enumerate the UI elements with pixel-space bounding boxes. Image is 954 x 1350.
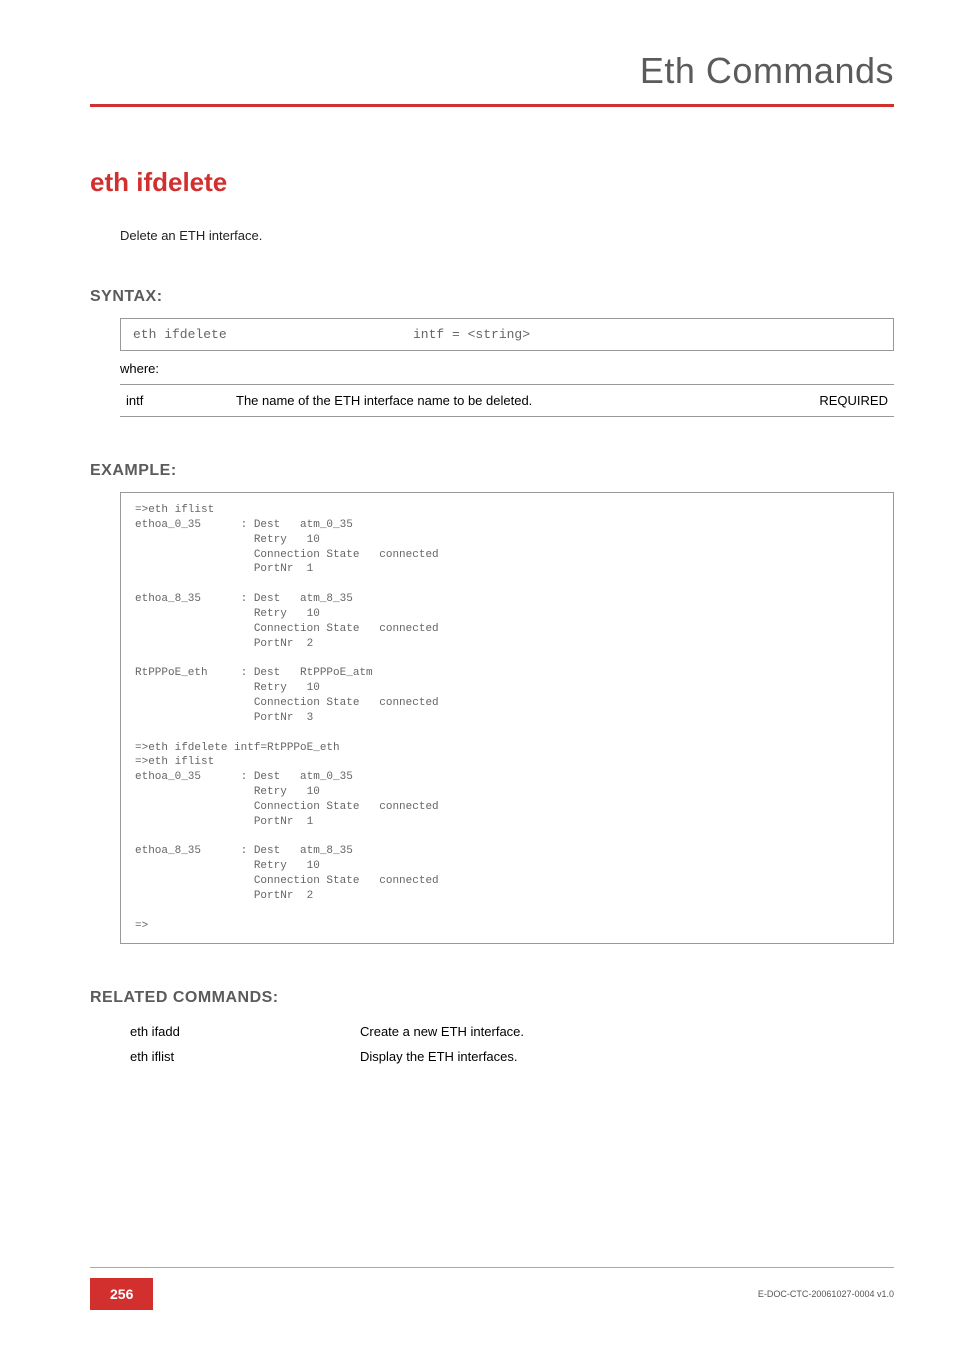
table-row: eth iflist Display the ETH interfaces. <box>130 1044 874 1069</box>
table-row: eth ifadd Create a new ETH interface. <box>130 1019 874 1044</box>
param-table: intf The name of the ETH interface name … <box>120 384 894 417</box>
related-table: eth ifadd Create a new ETH interface. et… <box>130 1019 874 1069</box>
related-cmd: eth iflist <box>130 1044 360 1069</box>
related-desc: Create a new ETH interface. <box>360 1019 874 1044</box>
doc-id: E-DOC-CTC-20061027-0004 v1.0 <box>758 1289 894 1299</box>
param-name: intf <box>120 385 230 417</box>
page-number: 256 <box>90 1278 153 1310</box>
command-description: Delete an ETH interface. <box>120 228 894 243</box>
related-desc: Display the ETH interfaces. <box>360 1044 874 1069</box>
related-cmd: eth ifadd <box>130 1019 360 1044</box>
example-box: =>eth iflist ethoa_0_35 : Dest atm_0_35 … <box>120 492 894 944</box>
example-label: EXAMPLE: <box>90 462 894 480</box>
param-required: REQUIRED <box>804 385 894 417</box>
page-footer: 256 E-DOC-CTC-20061027-0004 v1.0 <box>0 1267 954 1310</box>
command-title: eth ifdelete <box>90 167 894 198</box>
related-label: RELATED COMMANDS: <box>90 989 894 1007</box>
where-label: where: <box>120 361 894 376</box>
syntax-box: eth ifdeleteintf = <string> <box>120 318 894 351</box>
syntax-label: SYNTAX: <box>90 288 894 306</box>
syntax-args: intf = <string> <box>413 327 530 342</box>
param-desc: The name of the ETH interface name to be… <box>230 385 804 417</box>
syntax-cmd: eth ifdelete <box>133 327 413 342</box>
page-header-title: Eth Commands <box>90 50 894 107</box>
table-row: intf The name of the ETH interface name … <box>120 385 894 417</box>
